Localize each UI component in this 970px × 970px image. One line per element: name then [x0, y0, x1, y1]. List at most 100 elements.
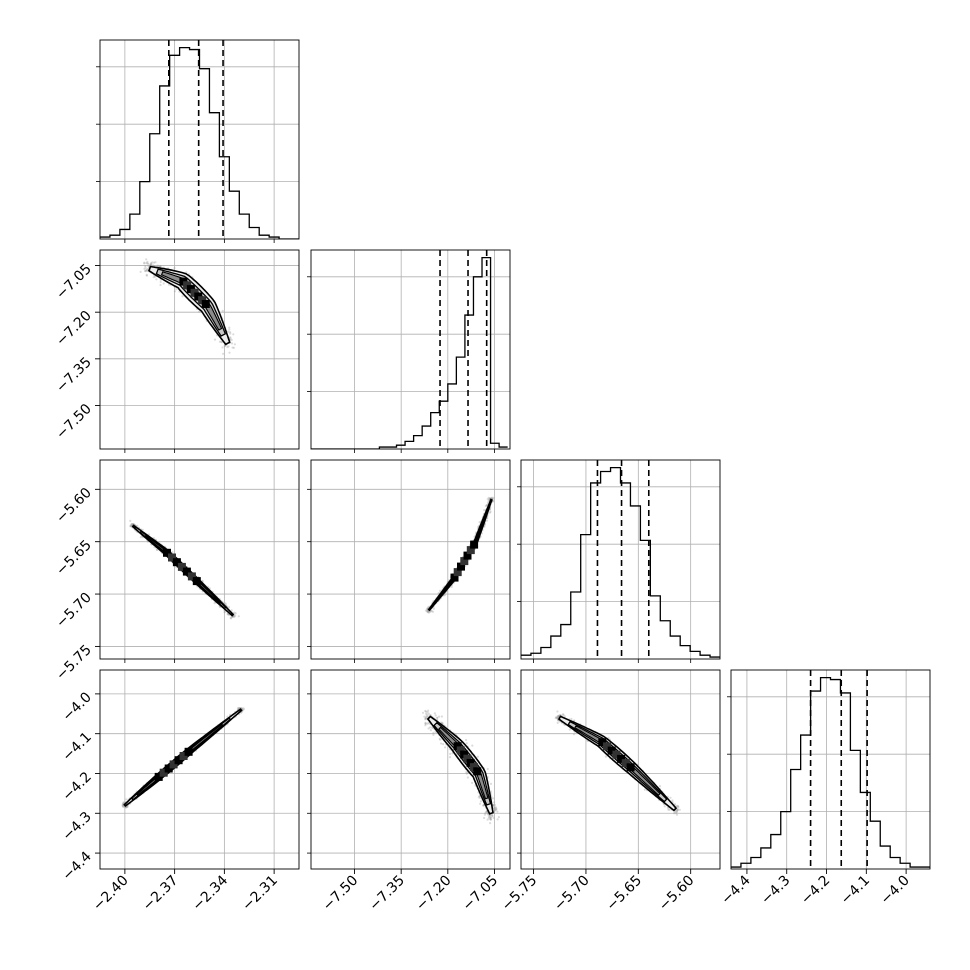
scatter-point: [143, 262, 146, 265]
density-cell: [169, 760, 178, 769]
scatter-point: [232, 615, 235, 618]
scatter-point: [483, 813, 486, 816]
scatter-point: [497, 816, 500, 819]
density-cell: [192, 577, 201, 586]
scatter-point: [237, 615, 240, 618]
scatter-point: [465, 771, 468, 774]
scatter-point: [223, 611, 226, 614]
scatter-point: [122, 802, 125, 805]
scatter-point: [232, 333, 235, 336]
scatter-point: [157, 265, 160, 268]
scatter-point: [226, 613, 229, 616]
scatter-point: [428, 611, 431, 614]
scatter-point: [146, 269, 149, 273]
scatter-point: [228, 351, 231, 354]
scatter-point: [426, 713, 429, 716]
scatter-point: [229, 617, 233, 620]
scatter-point: [438, 715, 441, 718]
scatter-point: [143, 269, 147, 273]
scatter-point: [159, 280, 162, 284]
scatter-point: [130, 523, 133, 527]
scatter-point: [437, 592, 440, 595]
scatter-point: [158, 265, 161, 268]
scatter-point: [129, 525, 132, 528]
scatter-point: [126, 805, 129, 809]
scatter-point: [438, 589, 442, 593]
scatter-point: [465, 772, 468, 775]
scatter-point: [125, 806, 128, 809]
scatter-point: [492, 496, 495, 499]
scatter-point: [426, 611, 430, 614]
scatter-point: [426, 610, 429, 613]
scatter-point: [489, 818, 492, 821]
scatter-point: [147, 262, 150, 265]
scatter-point: [136, 524, 139, 528]
panel-frame: [99, 249, 300, 450]
scatter-point: [126, 805, 129, 808]
scatter-point: [146, 260, 149, 263]
scatter-point: [427, 611, 430, 614]
density-cell: [159, 768, 168, 777]
scatter-point: [145, 273, 148, 276]
scatter-point: [226, 612, 229, 615]
scatter-point: [427, 709, 430, 712]
scatter-point: [237, 706, 240, 710]
scatter-point: [158, 265, 161, 268]
scatter-point: [232, 346, 235, 349]
density-panel-1-3: [311, 670, 510, 869]
density-cell: [453, 568, 462, 577]
scatter-point: [155, 278, 158, 281]
scatter-point: [233, 611, 236, 614]
scatter-point: [218, 340, 221, 343]
density-panel-0-2: [100, 460, 299, 659]
density-cell: [201, 300, 210, 308]
scatter-point: [485, 519, 489, 522]
scatter-point: [125, 798, 128, 801]
scatter-point: [227, 606, 231, 609]
density-cell: [177, 562, 186, 571]
scatter-point: [220, 340, 223, 343]
panel-frame: [310, 249, 511, 450]
scatter-point: [227, 345, 230, 348]
histogram-2: [521, 460, 720, 659]
scatter-point: [484, 811, 487, 815]
scatter-point: [423, 715, 426, 718]
density-panel-1-2: [311, 460, 510, 659]
scatter-point: [230, 338, 233, 341]
scatter-point: [227, 330, 230, 333]
scatter-point: [141, 528, 144, 531]
scatter-point: [130, 522, 133, 526]
scatter-point: [162, 282, 165, 285]
scatter-point: [229, 332, 232, 335]
scatter-point: [234, 614, 237, 617]
scatter-point: [151, 261, 154, 264]
scatter-point: [488, 497, 491, 500]
panel-frame: [520, 459, 721, 660]
scatter-point: [145, 274, 148, 277]
scatter-point: [129, 524, 132, 527]
scatter-point: [494, 808, 497, 812]
scatter-point: [213, 338, 217, 341]
scatter-point: [122, 802, 125, 805]
scatter-point: [181, 295, 184, 298]
scatter-point: [149, 264, 152, 267]
density-cell: [172, 558, 181, 567]
scatter-point: [221, 346, 224, 349]
scatter-point: [222, 352, 225, 355]
scatter-point: [479, 800, 482, 803]
density-cell: [163, 548, 171, 557]
scatter-point: [145, 269, 148, 272]
scatter-point: [121, 804, 124, 807]
scatter-point: [139, 270, 142, 273]
histogram-0: [100, 40, 299, 239]
panel-frame: [99, 459, 300, 660]
scatter-point: [218, 605, 221, 609]
scatter-point: [488, 511, 492, 514]
scatter-point: [159, 265, 162, 268]
scatter-point: [151, 264, 155, 267]
scatter-point: [477, 525, 480, 529]
histogram-step-line: [311, 257, 508, 449]
scatter-point: [152, 276, 155, 279]
scatter-point: [427, 712, 430, 715]
